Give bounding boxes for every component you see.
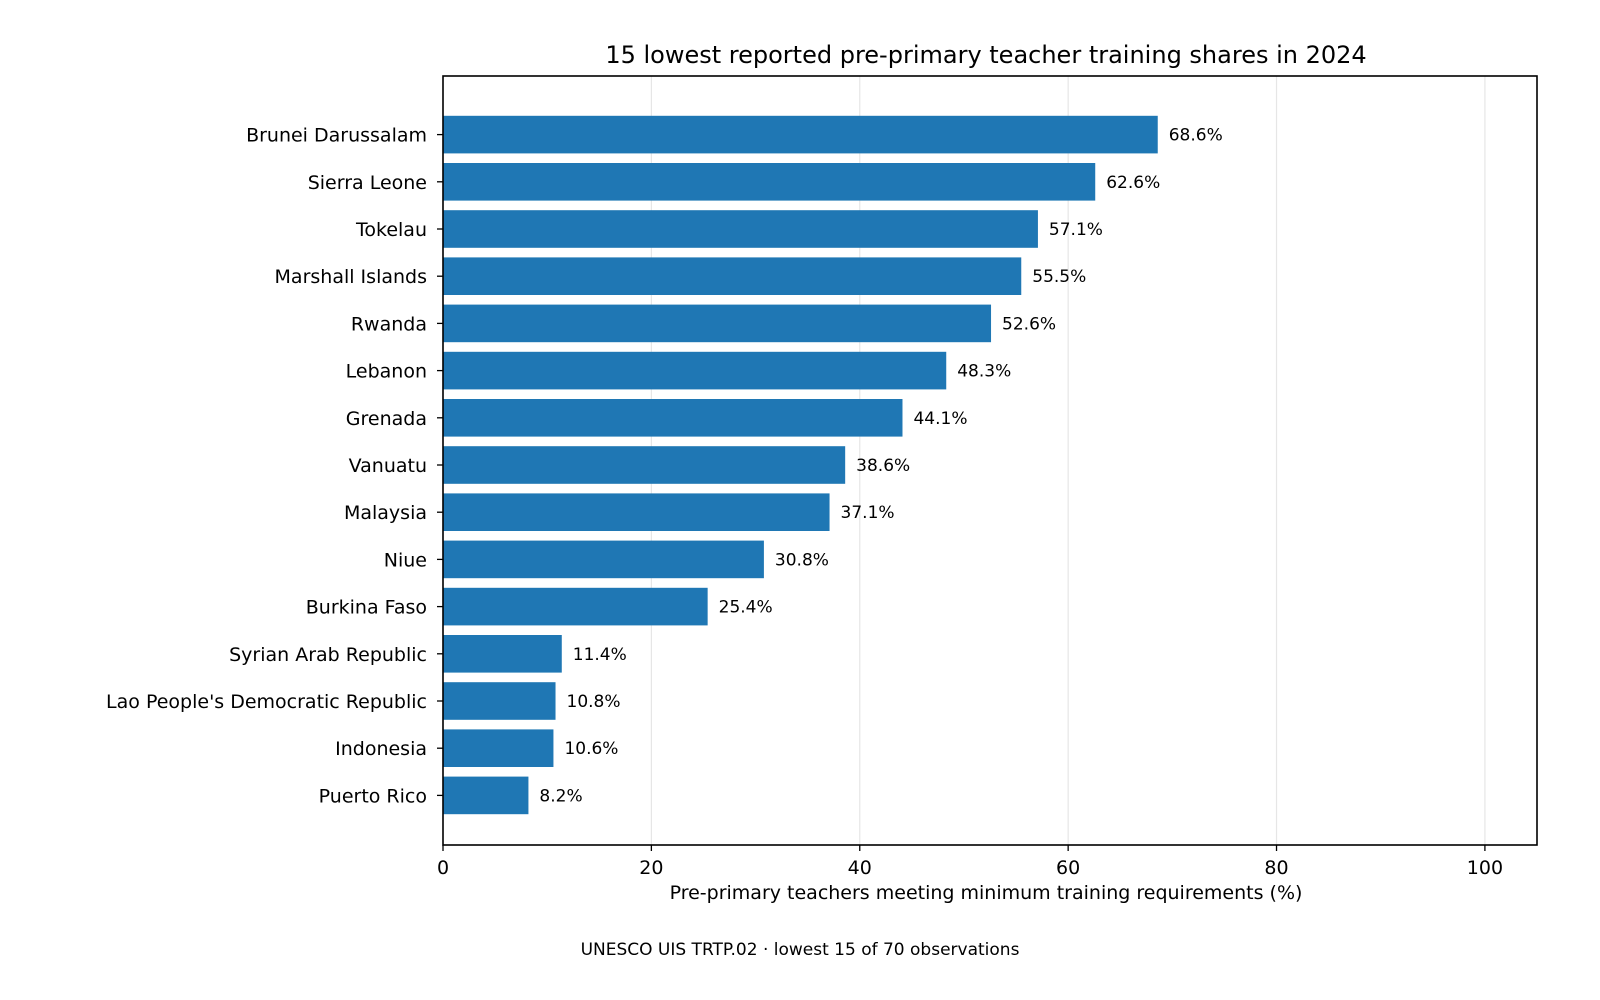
x-tick-label: 0 [437,857,449,879]
data-label: 48.3% [957,362,1011,382]
y-axis: Brunei Darussalam Sierra Leone Tokelau Mars… [106,125,443,807]
data-label: 38.6% [856,456,910,476]
bar [443,587,708,626]
y-tick-label: Syrian Arab Republic [229,644,427,666]
data-label: 68.6% [1169,126,1223,146]
bar [443,540,764,579]
bar [443,115,1158,154]
x-tick-label: 60 [1056,857,1080,879]
data-label: 10.8% [567,692,621,712]
x-axis-label: Pre-primary teachers meeting minimum tra… [670,882,1303,904]
y-tick-label: Marshall Islands [275,266,427,288]
data-label: 8.2% [539,786,582,806]
bar [443,729,554,767]
bar [443,493,830,531]
y-tick-label: Vanuatu [349,455,427,477]
bar [443,776,529,815]
data-label: 57.1% [1049,220,1103,240]
bar [443,399,903,437]
data-label: 44.1% [913,409,967,429]
y-tick-label: Sierra Leone [308,172,427,194]
data-label: 37.1% [841,503,895,523]
y-tick-label: Puerto Rico [319,785,427,807]
chart-title: 15 lowest reported pre-primary teacher t… [605,41,1366,69]
data-labels: 68.6% 62.6% 57.1% 55.5% 52.6% 48.3% 44.1% 38.6%… [539,126,1222,807]
y-tick-label: Malaysia [344,502,427,524]
bar [443,257,1022,295]
y-tick-label: Lao People's Democratic Republic [106,691,427,713]
y-tick-label: Grenada [346,408,427,430]
bars [443,115,1158,815]
y-tick-label: Burkina Faso [306,597,427,619]
bar [443,304,992,343]
plot-frame [442,75,1538,846]
y-tick-label: Niue [384,549,427,571]
y-tick-label: Brunei Darussalam [246,125,427,147]
source-footnote: UNESCO UIS TRTP.02 · lowest 15 of 70 obs… [581,940,1020,960]
bar [443,163,1096,201]
data-label: 55.5% [1032,267,1086,287]
y-tick-label: Tokelau [355,219,427,241]
y-tick-label: Rwanda [351,313,427,335]
x-tick-label: 100 [1467,857,1503,879]
data-label: 62.6% [1106,173,1160,193]
bar [443,210,1038,248]
bar [443,446,846,484]
bar [443,635,562,673]
x-axis: 0 20 40 60 80 100 [437,845,1503,879]
data-label: 25.4% [719,598,773,618]
data-label: 30.8% [775,550,829,570]
data-label: 10.6% [564,739,618,759]
data-label: 11.4% [573,645,627,665]
x-tick-label: 40 [848,857,872,879]
data-label: 52.6% [1002,314,1056,334]
y-tick-label: Lebanon [346,361,427,383]
x-tick-label: 20 [639,857,663,879]
y-tick-label: Indonesia [335,738,427,760]
bar [443,351,947,390]
x-tick-label: 80 [1264,857,1288,879]
bar [443,682,556,720]
